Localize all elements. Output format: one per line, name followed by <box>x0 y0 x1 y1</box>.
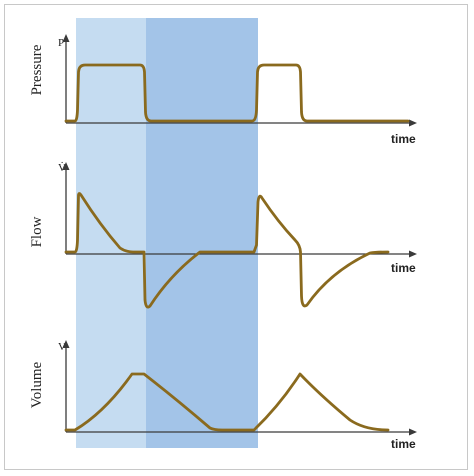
pressure-curve <box>64 63 410 123</box>
flow-panel: Flow V̇ time <box>29 162 417 309</box>
pressure-y-axis-arrowhead <box>62 34 70 42</box>
flow-axis-letter: V̇ <box>58 162 66 174</box>
volume-y-axis-arrowhead <box>62 340 70 348</box>
flow-time-label: time <box>391 261 416 275</box>
volume-curve <box>64 372 390 432</box>
volume-x-axis-arrowhead <box>409 428 417 436</box>
pressure-time-label: time <box>391 132 416 146</box>
pressure-panel-label: Pressure <box>29 44 45 95</box>
volume-time-label: time <box>391 437 416 451</box>
flow-curve <box>64 192 390 309</box>
volume-panel: Volume V time <box>29 340 417 451</box>
flow-panel-label: Flow <box>29 216 45 247</box>
pressure-x-axis-arrowhead <box>409 119 417 127</box>
pressure-axis-letter: P <box>58 37 64 49</box>
flow-x-axis-arrowhead <box>409 250 417 258</box>
inspiration-band <box>76 18 146 448</box>
pressure-panel: Pressure P time <box>29 34 417 146</box>
volume-axis-letter: V <box>58 341 66 353</box>
flow-y-axis-arrowhead <box>62 162 70 170</box>
volume-panel-label: Volume <box>29 361 45 408</box>
expiration-band <box>146 18 258 448</box>
